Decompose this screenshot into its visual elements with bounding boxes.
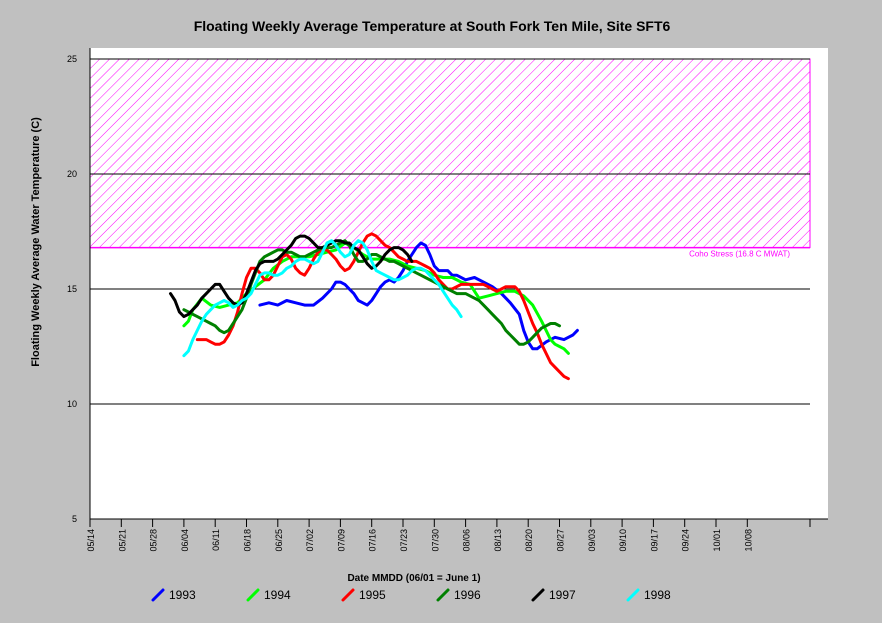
x-tick-label: 09/17 [649, 529, 659, 552]
coho-stress-label: Coho Stress (16.8 C MWAT) [689, 250, 790, 259]
legend-label-1993: 1993 [169, 588, 196, 602]
series-line-1997 [169, 234, 414, 319]
x-tick-label: 07/30 [430, 529, 440, 552]
x-tick-label: 09/03 [587, 529, 597, 552]
y-tick-label: 25 [67, 54, 77, 64]
legend-swatch-1993 [151, 588, 165, 602]
legend-label-1994: 1994 [264, 588, 291, 602]
x-tick-label: 05/28 [149, 529, 159, 552]
y-tick-label: 15 [67, 284, 77, 294]
legend-label-1998: 1998 [644, 588, 671, 602]
chart-title: Floating Weekly Average Temperature at S… [194, 18, 671, 34]
legend-label-1995: 1995 [359, 588, 386, 602]
x-tick-label: 06/25 [274, 529, 284, 552]
x-tick-label: 08/20 [524, 529, 534, 552]
x-tick-label: 06/11 [211, 529, 221, 551]
y-tick-label: 5 [72, 514, 77, 524]
legend-swatch-1995 [341, 588, 355, 602]
x-tick-label: 08/06 [462, 529, 472, 552]
x-tick-label: 08/27 [556, 529, 566, 552]
x-tick-label: 05/21 [117, 529, 127, 552]
x-axis-title: Date MMDD (06/01 = June 1) [347, 573, 480, 584]
x-tick-label: 05/14 [86, 529, 96, 552]
legend: 1993 1994 1995 1996 1997 1998 [151, 588, 671, 602]
series-line-1995 [195, 232, 570, 381]
series-line-1998 [182, 239, 463, 358]
x-tick-label: 10/08 [743, 529, 753, 552]
y-tick-label: 10 [67, 399, 77, 409]
legend-swatch-1996 [436, 588, 450, 602]
x-tick-label: 08/13 [493, 529, 503, 552]
x-tick-label: 07/09 [336, 529, 346, 552]
x-tick-label: 09/10 [618, 529, 628, 552]
legend-label-1997: 1997 [549, 588, 576, 602]
x-tick-label: 07/23 [399, 529, 409, 552]
legend-swatch-1997 [531, 588, 545, 602]
x-tick-label: 07/16 [368, 529, 378, 552]
y-axis-title: Floating Weekly Average Water Temperatur… [30, 117, 42, 367]
x-tick-label: 07/02 [305, 529, 315, 552]
legend-swatch-1994 [246, 588, 260, 602]
x-tick-label: 06/04 [180, 529, 190, 552]
coho-stress-band [89, 58, 811, 249]
y-tick-label: 20 [67, 169, 77, 179]
x-tick-label: 06/18 [243, 529, 253, 552]
legend-swatch-1998 [626, 588, 640, 602]
x-tick-label: 09/24 [681, 529, 691, 552]
series-line-1993 [258, 241, 579, 351]
x-tick-label: 10/01 [712, 529, 722, 552]
legend-label-1996: 1996 [454, 588, 481, 602]
